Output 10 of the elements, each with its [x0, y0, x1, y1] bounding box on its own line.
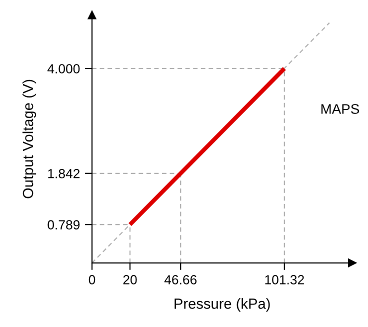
x-tick-label: 0 — [88, 275, 96, 284]
x-tick-label: 20 — [123, 275, 137, 284]
y-tick-label: 0.789 — [48, 220, 80, 230]
x-axis-title: Pressure (kPa) — [174, 298, 270, 312]
x-tick-label: 46.66 — [164, 275, 197, 284]
y-tick-label: 1.842 — [48, 168, 80, 178]
y-axis-title: Output Voltage (V) — [22, 80, 36, 198]
text: MAPS — [321, 104, 360, 114]
x-tick-label: 101.32 — [265, 275, 304, 284]
y-tick-label: 4.000 — [47, 64, 80, 74]
